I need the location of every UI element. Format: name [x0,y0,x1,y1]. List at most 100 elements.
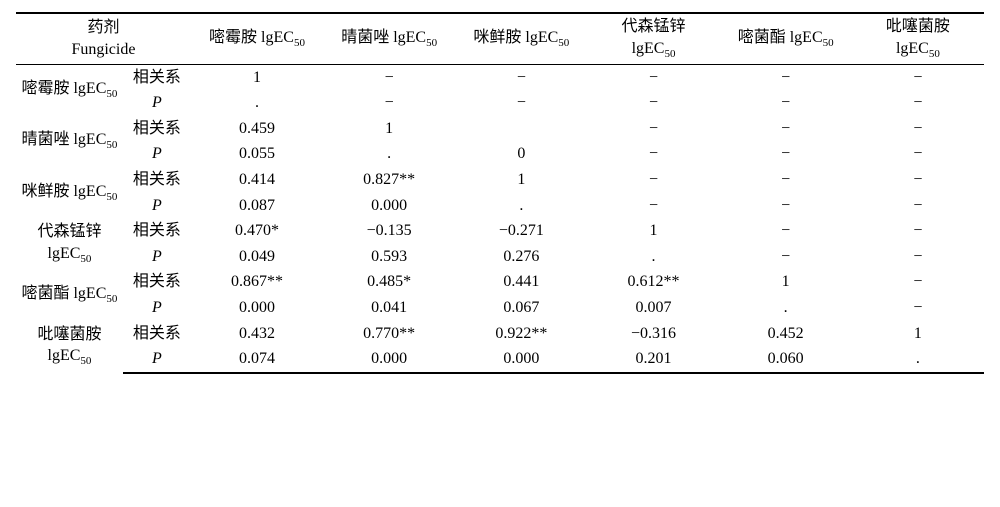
cell-corr: −0.271 [455,218,587,244]
cell-p: 0.087 [191,193,323,219]
cell-corr: 0.922** [455,321,587,347]
cell-corr: 0.867** [191,269,323,295]
cell-corr: 0.827** [323,167,455,193]
cell-corr: 1 [191,64,323,90]
cell-p: . [587,244,719,270]
header-col-1: 晴菌唑 lgEC50 [323,13,455,64]
row-fungicide-name: 代森锰锌lgEC50 [16,218,123,269]
cell-p: − [720,244,852,270]
cell-p: 0.000 [323,193,455,219]
cell-corr: 0.441 [455,269,587,295]
cell-p: − [852,141,984,167]
cell-p: − [587,90,719,116]
stat-label-corr: 相关系 [123,269,191,295]
cell-p: 0 [455,141,587,167]
cell-corr: 0.485* [323,269,455,295]
cell-corr: − [852,167,984,193]
cell-corr: −0.135 [323,218,455,244]
cell-corr: 1 [720,269,852,295]
table-body: 嘧霉胺 lgEC50相关系1−−−−−P.−−−−−晴菌唑 lgEC50相关系0… [16,64,984,373]
cell-corr: −0.316 [587,321,719,347]
header-fungicide-cn: 药剂 [87,19,119,36]
header-col-3: 代森锰锌lgEC50 [587,13,719,64]
cell-p: 0.055 [191,141,323,167]
stat-label-corr: 相关系 [123,64,191,90]
cell-p: . [720,295,852,321]
cell-p: . [191,90,323,116]
correlation-table: 药剂 Fungicide 嘧霉胺 lgEC50 晴菌唑 lgEC50 咪鲜胺 l… [16,12,984,374]
header-col-5: 吡噻菌胺lgEC50 [852,13,984,64]
cell-corr: 1 [455,167,587,193]
stat-label-p: P [123,244,191,270]
row-fungicide-name: 嘧霉胺 lgEC50 [16,64,123,116]
cell-p: − [852,90,984,116]
cell-p: 0.201 [587,346,719,373]
cell-corr: 0.470* [191,218,323,244]
row-fungicide-name: 嘧菌酯 lgEC50 [16,269,123,320]
stat-label-corr: 相关系 [123,218,191,244]
cell-corr: − [852,218,984,244]
stat-label-p: P [123,141,191,167]
header-col-0: 嘧霉胺 lgEC50 [191,13,323,64]
cell-p: 0.007 [587,295,719,321]
cell-p: 0.049 [191,244,323,270]
cell-p: . [323,141,455,167]
header-fungicide: 药剂 Fungicide [16,13,191,64]
cell-corr: 1 [587,218,719,244]
cell-corr: − [720,64,852,90]
cell-corr: 0.612** [587,269,719,295]
cell-corr: − [720,218,852,244]
cell-corr: − [852,64,984,90]
cell-corr: − [852,116,984,142]
stat-label-corr: 相关系 [123,167,191,193]
cell-corr: − [455,64,587,90]
row-fungicide-name: 吡噻菌胺lgEC50 [16,321,123,373]
header-col-2: 咪鲜胺 lgEC50 [455,13,587,64]
cell-corr: 0.452 [720,321,852,347]
stat-label-corr: 相关系 [123,116,191,142]
cell-p: − [852,193,984,219]
cell-p: . [455,193,587,219]
cell-p: − [720,90,852,116]
cell-corr: − [587,116,719,142]
stat-label-corr: 相关系 [123,321,191,347]
cell-corr: − [323,64,455,90]
cell-p: 0.593 [323,244,455,270]
cell-p: − [587,193,719,219]
header-col-4: 嘧菌酯 lgEC50 [720,13,852,64]
cell-p: − [852,295,984,321]
stat-label-p: P [123,346,191,373]
cell-corr: 1 [323,116,455,142]
cell-corr: 0.432 [191,321,323,347]
cell-p: 0.000 [323,346,455,373]
cell-corr: 0.459 [191,116,323,142]
cell-corr: − [852,269,984,295]
cell-p: − [720,193,852,219]
cell-corr: − [587,167,719,193]
cell-p: . [852,346,984,373]
cell-corr: 0.414 [191,167,323,193]
cell-p: − [720,141,852,167]
cell-p: − [587,141,719,167]
cell-p: 0.060 [720,346,852,373]
row-fungicide-name: 咪鲜胺 lgEC50 [16,167,123,218]
cell-p: 0.074 [191,346,323,373]
stat-label-p: P [123,295,191,321]
cell-p: − [455,90,587,116]
cell-corr: − [720,167,852,193]
cell-p: 0.276 [455,244,587,270]
cell-corr: − [720,116,852,142]
cell-p: 0.067 [455,295,587,321]
header-fungicide-en: Fungicide [71,41,135,58]
cell-p: 0.041 [323,295,455,321]
stat-label-p: P [123,193,191,219]
cell-corr: 1 [852,321,984,347]
cell-p: 0.000 [455,346,587,373]
cell-corr [455,116,587,142]
cell-p: − [323,90,455,116]
cell-p: − [852,244,984,270]
cell-corr: 0.770** [323,321,455,347]
stat-label-p: P [123,90,191,116]
row-fungicide-name: 晴菌唑 lgEC50 [16,116,123,167]
cell-p: 0.000 [191,295,323,321]
